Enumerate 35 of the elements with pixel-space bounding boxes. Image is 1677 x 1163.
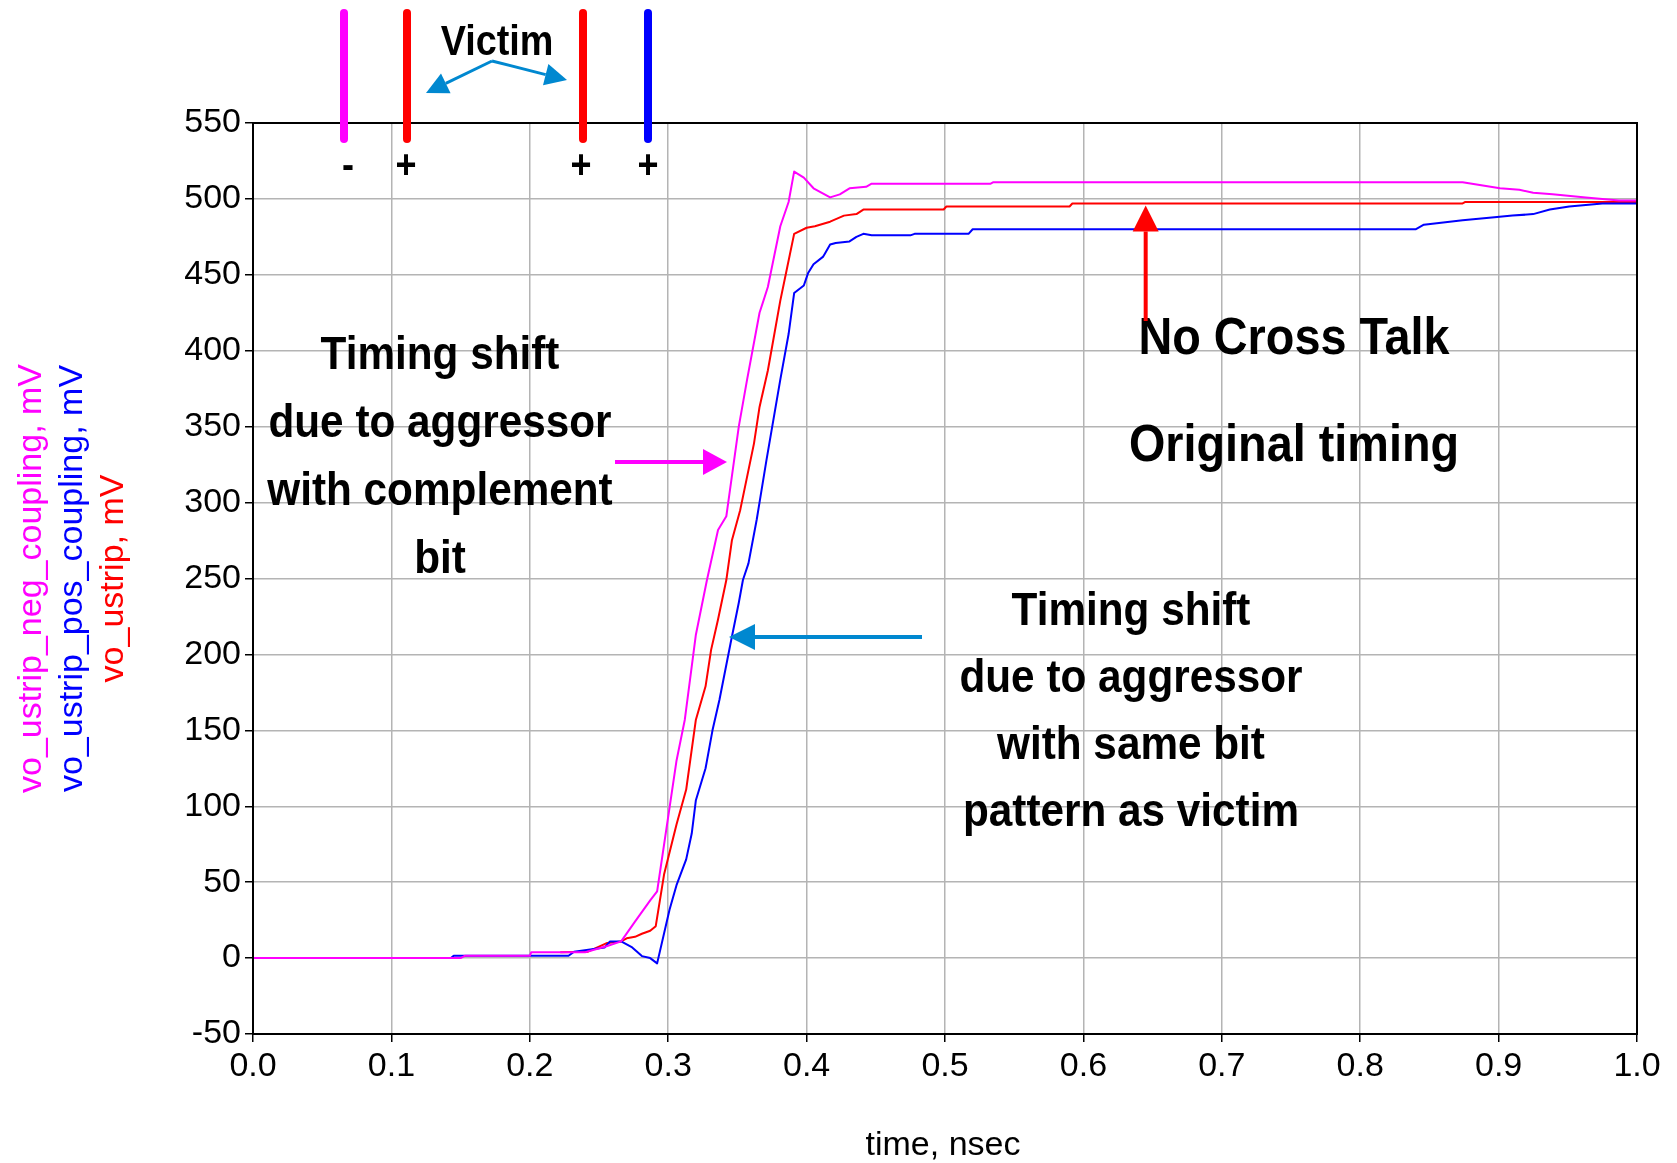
y-tick-label: 200 xyxy=(184,632,241,671)
x-tick-label: 1.0 xyxy=(1613,1044,1661,1083)
x-tick-label: 0.1 xyxy=(367,1044,416,1083)
y-tick-label: 500 xyxy=(184,177,241,216)
y-tick-label: 400 xyxy=(184,329,241,368)
text: vo_ustrip, mV xyxy=(92,474,131,683)
annotation: No Cross Talk xyxy=(1138,307,1451,365)
y-tick-label: 550 xyxy=(184,101,241,140)
x-axis-title: time, nsec xyxy=(865,1124,1021,1163)
y-tick-label: 100 xyxy=(184,784,241,823)
y-tick-label: 300 xyxy=(184,480,241,519)
x-tick-label: 0.4 xyxy=(782,1044,831,1083)
text: vo_ustrip_neg_coupling, mV xyxy=(10,363,49,794)
text: vo_ustrip_pos_coupling, mV xyxy=(51,364,90,793)
x-tick-label: 0.7 xyxy=(1198,1044,1246,1083)
y-tick-label: 450 xyxy=(184,253,241,292)
x-tick-label: 0.9 xyxy=(1474,1044,1523,1083)
y-tick-label: 350 xyxy=(184,405,241,444)
annotation: Original timing xyxy=(1128,414,1460,472)
y-tick-label: 250 xyxy=(184,556,241,595)
annotation: - xyxy=(342,142,354,187)
annotation: + xyxy=(637,142,659,187)
annotation: + xyxy=(570,142,592,187)
annotation: Timing shift due to aggressor with same bit pattern as victim xyxy=(959,582,1303,836)
y-tick-label: 50 xyxy=(203,860,241,899)
x-tick-label: 0.3 xyxy=(644,1044,692,1083)
x-tick-label: 0.8 xyxy=(1336,1044,1384,1083)
x-tick-label: 0.6 xyxy=(1059,1044,1108,1083)
annotation: + xyxy=(395,142,417,187)
y-tick-label: 150 xyxy=(184,708,241,747)
annotation: Timing shift due to aggressor with complement bit xyxy=(266,326,613,583)
x-tick-label: 0.5 xyxy=(921,1044,969,1083)
text: Victim xyxy=(440,16,554,63)
x-tick-label: 0.2 xyxy=(506,1044,554,1083)
y-tick-label: 0 xyxy=(222,936,241,975)
